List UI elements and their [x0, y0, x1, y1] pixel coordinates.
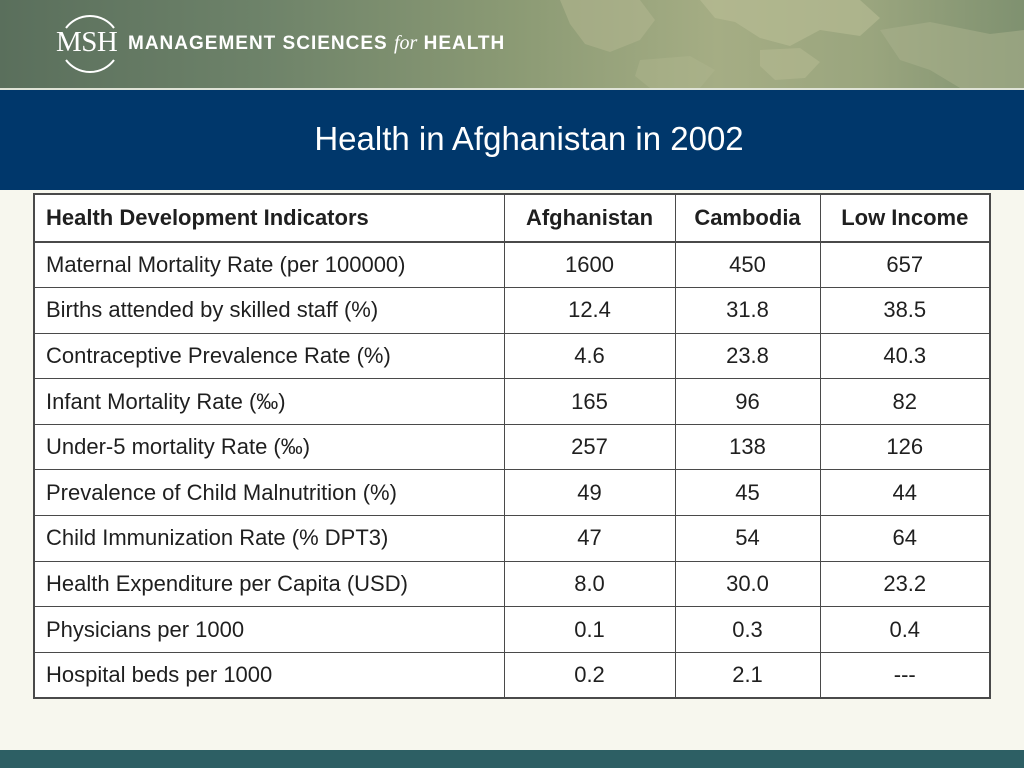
organization-name: MANAGEMENT SCIENCES for HEALTH [128, 32, 505, 55]
value-cell: 47 [503, 515, 676, 562]
indicators-table-container: Health Development Indicators Afghanista… [33, 193, 991, 699]
table-row: Physicians per 1000 0.1 0.3 0.4 [33, 606, 991, 653]
indicator-cell: Infant Mortality Rate (‰) [33, 378, 505, 425]
value-cell: 165 [503, 378, 676, 425]
table-row: Prevalence of Child Malnutrition (%) 49 … [33, 469, 991, 517]
indicators-table: Health Development Indicators Afghanista… [33, 193, 991, 699]
world-map-background [560, 0, 1024, 88]
value-cell: 31.8 [674, 287, 821, 334]
value-cell: 30.0 [674, 560, 821, 608]
table-row: Health Expenditure per Capita (USD) 8.0 … [33, 560, 991, 608]
table-row: Contraceptive Prevalence Rate (%) 4.6 23… [33, 332, 991, 380]
value-cell: 8.0 [503, 560, 676, 608]
org-name-for: for [393, 32, 418, 54]
value-cell: 38.5 [819, 287, 991, 334]
indicator-cell: Physicians per 1000 [33, 606, 505, 653]
table-row: Hospital beds per 1000 0.2 2.1 --- [33, 651, 991, 699]
table-row: Child Immunization Rate (% DPT3) 47 54 6… [33, 515, 991, 562]
value-cell: 0.1 [503, 606, 676, 653]
column-header: Cambodia [674, 193, 821, 243]
value-cell: 23.8 [674, 332, 821, 380]
indicator-cell: Health Expenditure per Capita (USD) [33, 560, 505, 608]
column-header: Low Income [819, 193, 991, 243]
logo-circle-icon [65, 15, 115, 73]
value-cell: 64 [819, 515, 991, 562]
column-header: Health Development Indicators [33, 193, 505, 243]
indicator-cell: Under-5 mortality Rate (‰) [33, 423, 505, 471]
indicator-cell: Child Immunization Rate (% DPT3) [33, 515, 505, 562]
logo-text: MSH [56, 26, 118, 58]
value-cell: 0.3 [674, 606, 821, 653]
value-cell: --- [819, 651, 991, 699]
indicator-cell: Births attended by skilled staff (%) [33, 287, 505, 334]
table-row: Under-5 mortality Rate (‰) 257 138 126 [33, 423, 991, 471]
value-cell: 657 [819, 241, 991, 289]
value-cell: 44 [819, 469, 991, 517]
value-cell: 49 [503, 469, 676, 517]
value-cell: 138 [674, 423, 821, 471]
org-name-part-b: HEALTH [423, 33, 506, 54]
header-banner: MSH MANAGEMENT SCIENCES for HEALTH [0, 0, 1024, 88]
org-name-part-a: MANAGEMENT SCIENCES [128, 33, 388, 54]
value-cell: 96 [674, 378, 821, 425]
value-cell: 0.4 [819, 606, 991, 653]
value-cell: 23.2 [819, 560, 991, 608]
page-title: Health in Afghanistan in 2002 [314, 120, 744, 157]
indicator-cell: Contraceptive Prevalence Rate (%) [33, 332, 505, 380]
value-cell: 450 [674, 241, 821, 289]
value-cell: 126 [819, 423, 991, 471]
indicator-cell: Hospital beds per 1000 [33, 651, 505, 699]
banner-divider [0, 88, 1024, 90]
value-cell: 2.1 [674, 651, 821, 699]
title-bar [0, 90, 1024, 190]
value-cell: 12.4 [503, 287, 676, 334]
value-cell: 40.3 [819, 332, 991, 380]
column-header: Afghanistan [503, 193, 676, 243]
value-cell: 4.6 [503, 332, 676, 380]
value-cell: 1600 [503, 241, 676, 289]
table-row: Births attended by skilled staff (%) 12.… [33, 287, 991, 334]
table-header-row: Health Development Indicators Afghanista… [33, 193, 991, 243]
value-cell: 45 [674, 469, 821, 517]
footer-bar [0, 750, 1024, 768]
indicator-cell: Maternal Mortality Rate (per 100000) [33, 241, 505, 289]
value-cell: 0.2 [503, 651, 676, 699]
value-cell: 82 [819, 378, 991, 425]
value-cell: 257 [503, 423, 676, 471]
table-row: Maternal Mortality Rate (per 100000) 160… [33, 241, 991, 289]
value-cell: 54 [674, 515, 821, 562]
indicator-cell: Prevalence of Child Malnutrition (%) [33, 469, 505, 517]
table-row: Infant Mortality Rate (‰) 165 96 82 [33, 378, 991, 425]
